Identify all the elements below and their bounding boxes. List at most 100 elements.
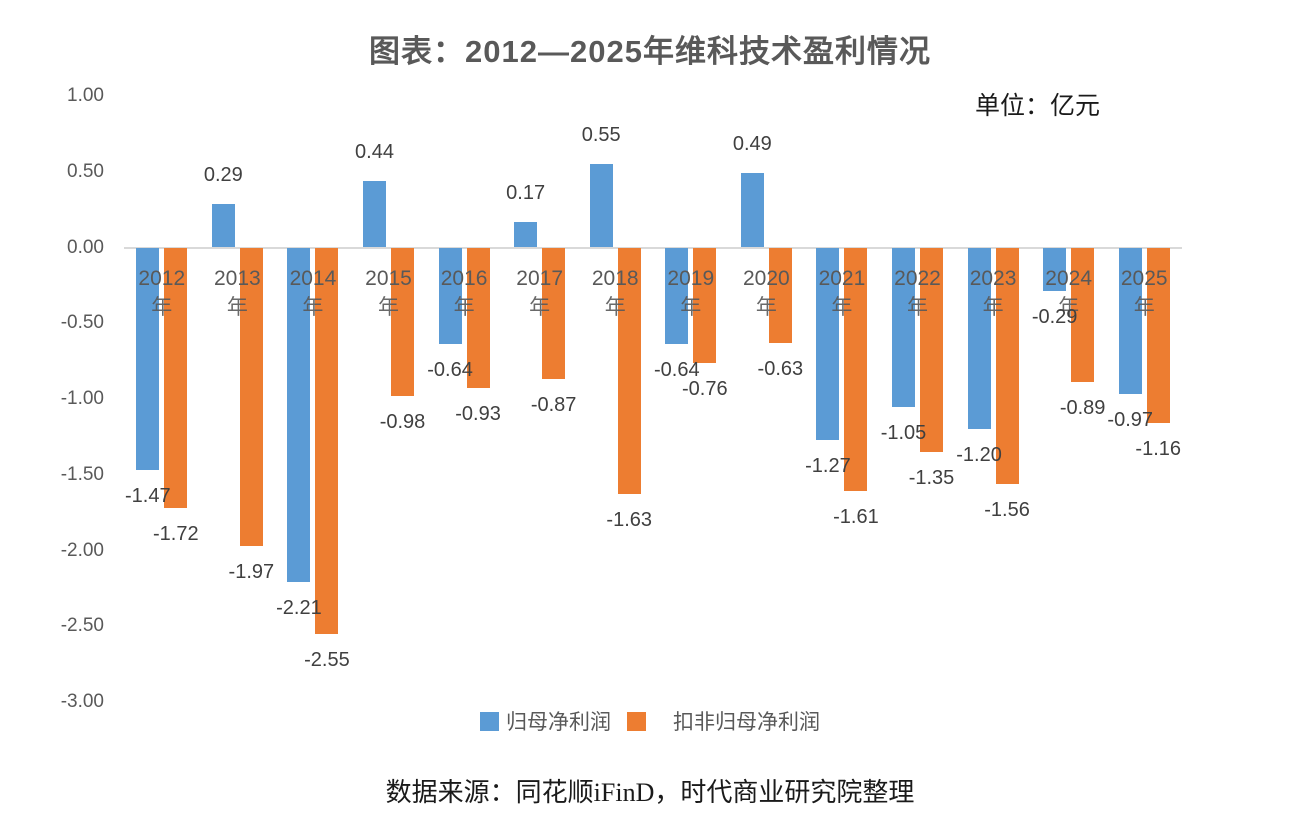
y-axis-tick-label: 0.50 xyxy=(67,160,104,182)
x-axis-year: 2025 xyxy=(1120,267,1168,290)
x-axis-label: 2025 年 xyxy=(1099,265,1189,322)
bar-net-profit-2019 xyxy=(665,247,689,345)
x-axis-year-suffix: 年 xyxy=(1133,295,1155,319)
bar-net-profit-2020 xyxy=(740,173,764,248)
x-axis-year-suffix: 年 xyxy=(831,295,853,319)
x-axis-year: 2013 xyxy=(213,267,261,290)
x-axis-year: 2014 xyxy=(289,267,337,290)
data-label: 0.55 xyxy=(581,124,621,147)
bar-net-profit-2015 xyxy=(363,180,386,248)
bar-deducted-net-profit-2019 xyxy=(693,247,717,363)
x-axis-year-suffix: 年 xyxy=(226,295,248,319)
x-axis-year-suffix: 年 xyxy=(151,295,173,319)
x-axis-label: 2018 年 xyxy=(570,265,660,322)
bar-deducted-net-profit-2020 xyxy=(768,247,792,343)
bar-deducted-net-profit-2023 xyxy=(995,247,1019,484)
data-label: -0.63 xyxy=(757,357,804,380)
legend-label: 归母净利润 xyxy=(506,711,611,734)
x-axis-year-suffix: 年 xyxy=(529,295,551,319)
data-label: -1.56 xyxy=(984,498,1030,521)
x-axis-year: 2021 xyxy=(818,267,866,290)
bar-net-profit-2014 xyxy=(287,247,311,583)
x-axis-year: 2012 xyxy=(138,267,186,290)
x-axis-label: 2013 年 xyxy=(192,265,282,322)
x-axis-year-suffix: 年 xyxy=(302,295,324,319)
data-label: 0.44 xyxy=(355,140,394,163)
x-axis-label: 2012 年 xyxy=(117,265,207,322)
bar-net-profit-2022 xyxy=(892,247,915,407)
x-axis-label: 2020 年 xyxy=(721,265,811,322)
y-axis-tick-label: -3.00 xyxy=(60,691,104,712)
x-axis-label: 2015 年 xyxy=(344,265,434,322)
data-label: -0.93 xyxy=(455,403,501,426)
x-axis-year: 2016 xyxy=(440,267,488,290)
legend-item-deducted-net-profit: 扣非归母净利润 xyxy=(627,706,820,736)
bar-deducted-net-profit-2016 xyxy=(466,247,490,389)
data-label: -1.61 xyxy=(833,506,879,529)
data-label: -1.05 xyxy=(880,421,927,444)
data-label: 0.29 xyxy=(203,163,243,186)
data-label: -1.72 xyxy=(152,523,199,546)
bar-net-profit-2021 xyxy=(816,247,840,440)
bar-net-profit-2017 xyxy=(514,221,538,248)
bar-net-profit-2013 xyxy=(211,203,235,248)
x-axis-year: 2018 xyxy=(591,267,639,290)
y-axis-tick-label: 1.00 xyxy=(67,85,104,106)
source-note: 数据来源：同花顺iFinD，时代商业研究院整理 xyxy=(385,778,915,807)
y-axis-tick-label: 0.00 xyxy=(67,236,104,258)
x-axis-year-suffix: 年 xyxy=(378,295,399,319)
data-label: -0.89 xyxy=(1059,397,1106,420)
data-label: -0.98 xyxy=(379,410,426,433)
x-axis-label: 2014 年 xyxy=(268,265,358,322)
data-label: -1.27 xyxy=(805,454,851,477)
y-axis-tick-label: -1.50 xyxy=(60,463,104,485)
x-axis-year: 2023 xyxy=(969,267,1017,290)
x-axis-year-suffix: 年 xyxy=(755,295,777,319)
chart-title: 图表：2012—2025年维科技术盈利情况 xyxy=(369,34,931,69)
data-label: -1.97 xyxy=(228,560,275,583)
x-axis-label: 2023 年 xyxy=(948,265,1038,322)
data-label: -2.21 xyxy=(276,597,322,620)
x-axis-label: 2017 年 xyxy=(495,265,585,322)
x-axis-label: 2022 年 xyxy=(873,265,963,322)
x-axis-label: 2016 年 xyxy=(419,265,509,322)
data-label: -0.87 xyxy=(530,394,577,417)
x-axis-year-suffix: 年 xyxy=(680,295,702,319)
bar-deducted-net-profit-2014 xyxy=(315,247,339,634)
x-axis-year: 2024 xyxy=(1045,267,1092,290)
bar-deducted-net-profit-2022 xyxy=(920,247,943,453)
x-axis-year: 2022 xyxy=(894,267,941,290)
y-axis-tick-label: -2.00 xyxy=(60,539,104,561)
data-label: -1.20 xyxy=(956,444,1002,467)
legend-label: 扣非归母净利润 xyxy=(673,711,820,734)
x-axis-year: 2015 xyxy=(365,267,412,290)
x-axis-label: 2021 年 xyxy=(797,265,887,322)
bar-deducted-net-profit-2017 xyxy=(542,247,566,380)
bar-deducted-net-profit-2024 xyxy=(1071,247,1095,383)
data-label: -2.55 xyxy=(304,648,350,671)
data-label: -0.76 xyxy=(681,377,728,400)
bar-deducted-net-profit-2012 xyxy=(164,247,188,509)
x-axis-year-suffix: 年 xyxy=(453,295,475,319)
y-axis-tick-label: -0.50 xyxy=(60,312,104,334)
x-axis-year-suffix: 年 xyxy=(982,295,1004,319)
legend: 归母净利润 扣非归母净利润 xyxy=(0,706,1300,736)
legend-swatch-net-profit xyxy=(480,711,499,731)
data-label: -0.64 xyxy=(653,359,700,382)
data-label: 0.17 xyxy=(506,181,546,204)
x-axis-year: 2020 xyxy=(742,267,790,290)
legend-item-net-profit: 归母净利润 xyxy=(480,706,611,736)
data-label: -0.64 xyxy=(427,359,473,382)
x-axis-year: 2017 xyxy=(516,267,563,290)
x-axis-label: 2019 年 xyxy=(646,265,736,322)
bar-net-profit-2024 xyxy=(1043,247,1067,292)
bar-net-profit-2016 xyxy=(438,247,462,345)
bar-net-profit-2023 xyxy=(967,247,991,430)
data-label: 0.49 xyxy=(732,133,772,156)
x-axis-year-suffix: 年 xyxy=(907,295,928,319)
bar-deducted-net-profit-2025 xyxy=(1146,247,1170,424)
bar-deducted-net-profit-2018 xyxy=(617,247,641,495)
x-axis-year: 2019 xyxy=(667,267,715,290)
unit-label: 单位：亿元 xyxy=(974,93,1100,120)
